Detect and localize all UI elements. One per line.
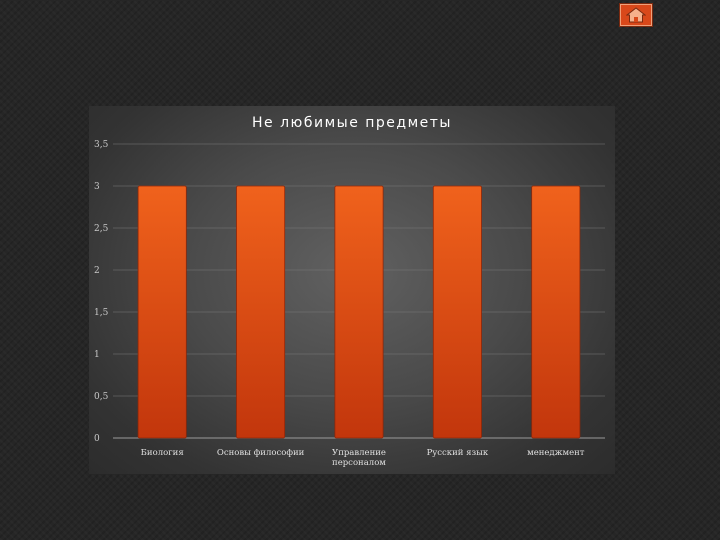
x-tick-label-line: Управление bbox=[332, 448, 386, 458]
bar-3 bbox=[334, 185, 384, 439]
chart-panel: Не любимые предметы 0 0,5 1 1,5 2 2,5 3 3,5 Биол… bbox=[89, 106, 615, 474]
x-tick-label-line: Русский язык bbox=[427, 448, 489, 458]
y-tick-label: 2 bbox=[94, 266, 100, 276]
y-tick-label: 0 bbox=[94, 434, 100, 444]
x-tick-label: Управление персоналом bbox=[332, 448, 386, 468]
home-button[interactable] bbox=[620, 4, 652, 26]
y-tick-label: 1 bbox=[94, 350, 100, 360]
x-tick-label: Основы философии bbox=[217, 448, 305, 458]
bar-5 bbox=[531, 185, 581, 439]
y-tick-label: 0,5 bbox=[94, 392, 109, 402]
x-tick-label: Биология bbox=[141, 448, 184, 458]
home-icon bbox=[626, 7, 646, 23]
chart-title: Не любимые предметы bbox=[252, 115, 452, 131]
y-tick-label: 3,5 bbox=[94, 140, 109, 150]
bar-2 bbox=[236, 185, 286, 439]
y-tick-label: 2,5 bbox=[94, 224, 109, 234]
x-tick-label-line: персоналом bbox=[332, 458, 386, 468]
y-tick-label: 3 bbox=[94, 182, 100, 192]
bar-4 bbox=[432, 185, 482, 439]
x-tick-label-line: Биология bbox=[141, 448, 184, 458]
x-tick-label: менеджмент bbox=[527, 448, 585, 458]
x-tick-label-line: Основы философии bbox=[217, 448, 305, 458]
bar-1 bbox=[137, 185, 187, 439]
bar-chart: 0 0,5 1 1,5 2 2,5 3 3,5 Биология Основы философии… bbox=[94, 140, 605, 468]
x-tick-label: Русский язык bbox=[427, 448, 489, 458]
y-tick-label: 1,5 bbox=[94, 308, 109, 318]
x-tick-label-line: менеджмент bbox=[527, 448, 585, 458]
